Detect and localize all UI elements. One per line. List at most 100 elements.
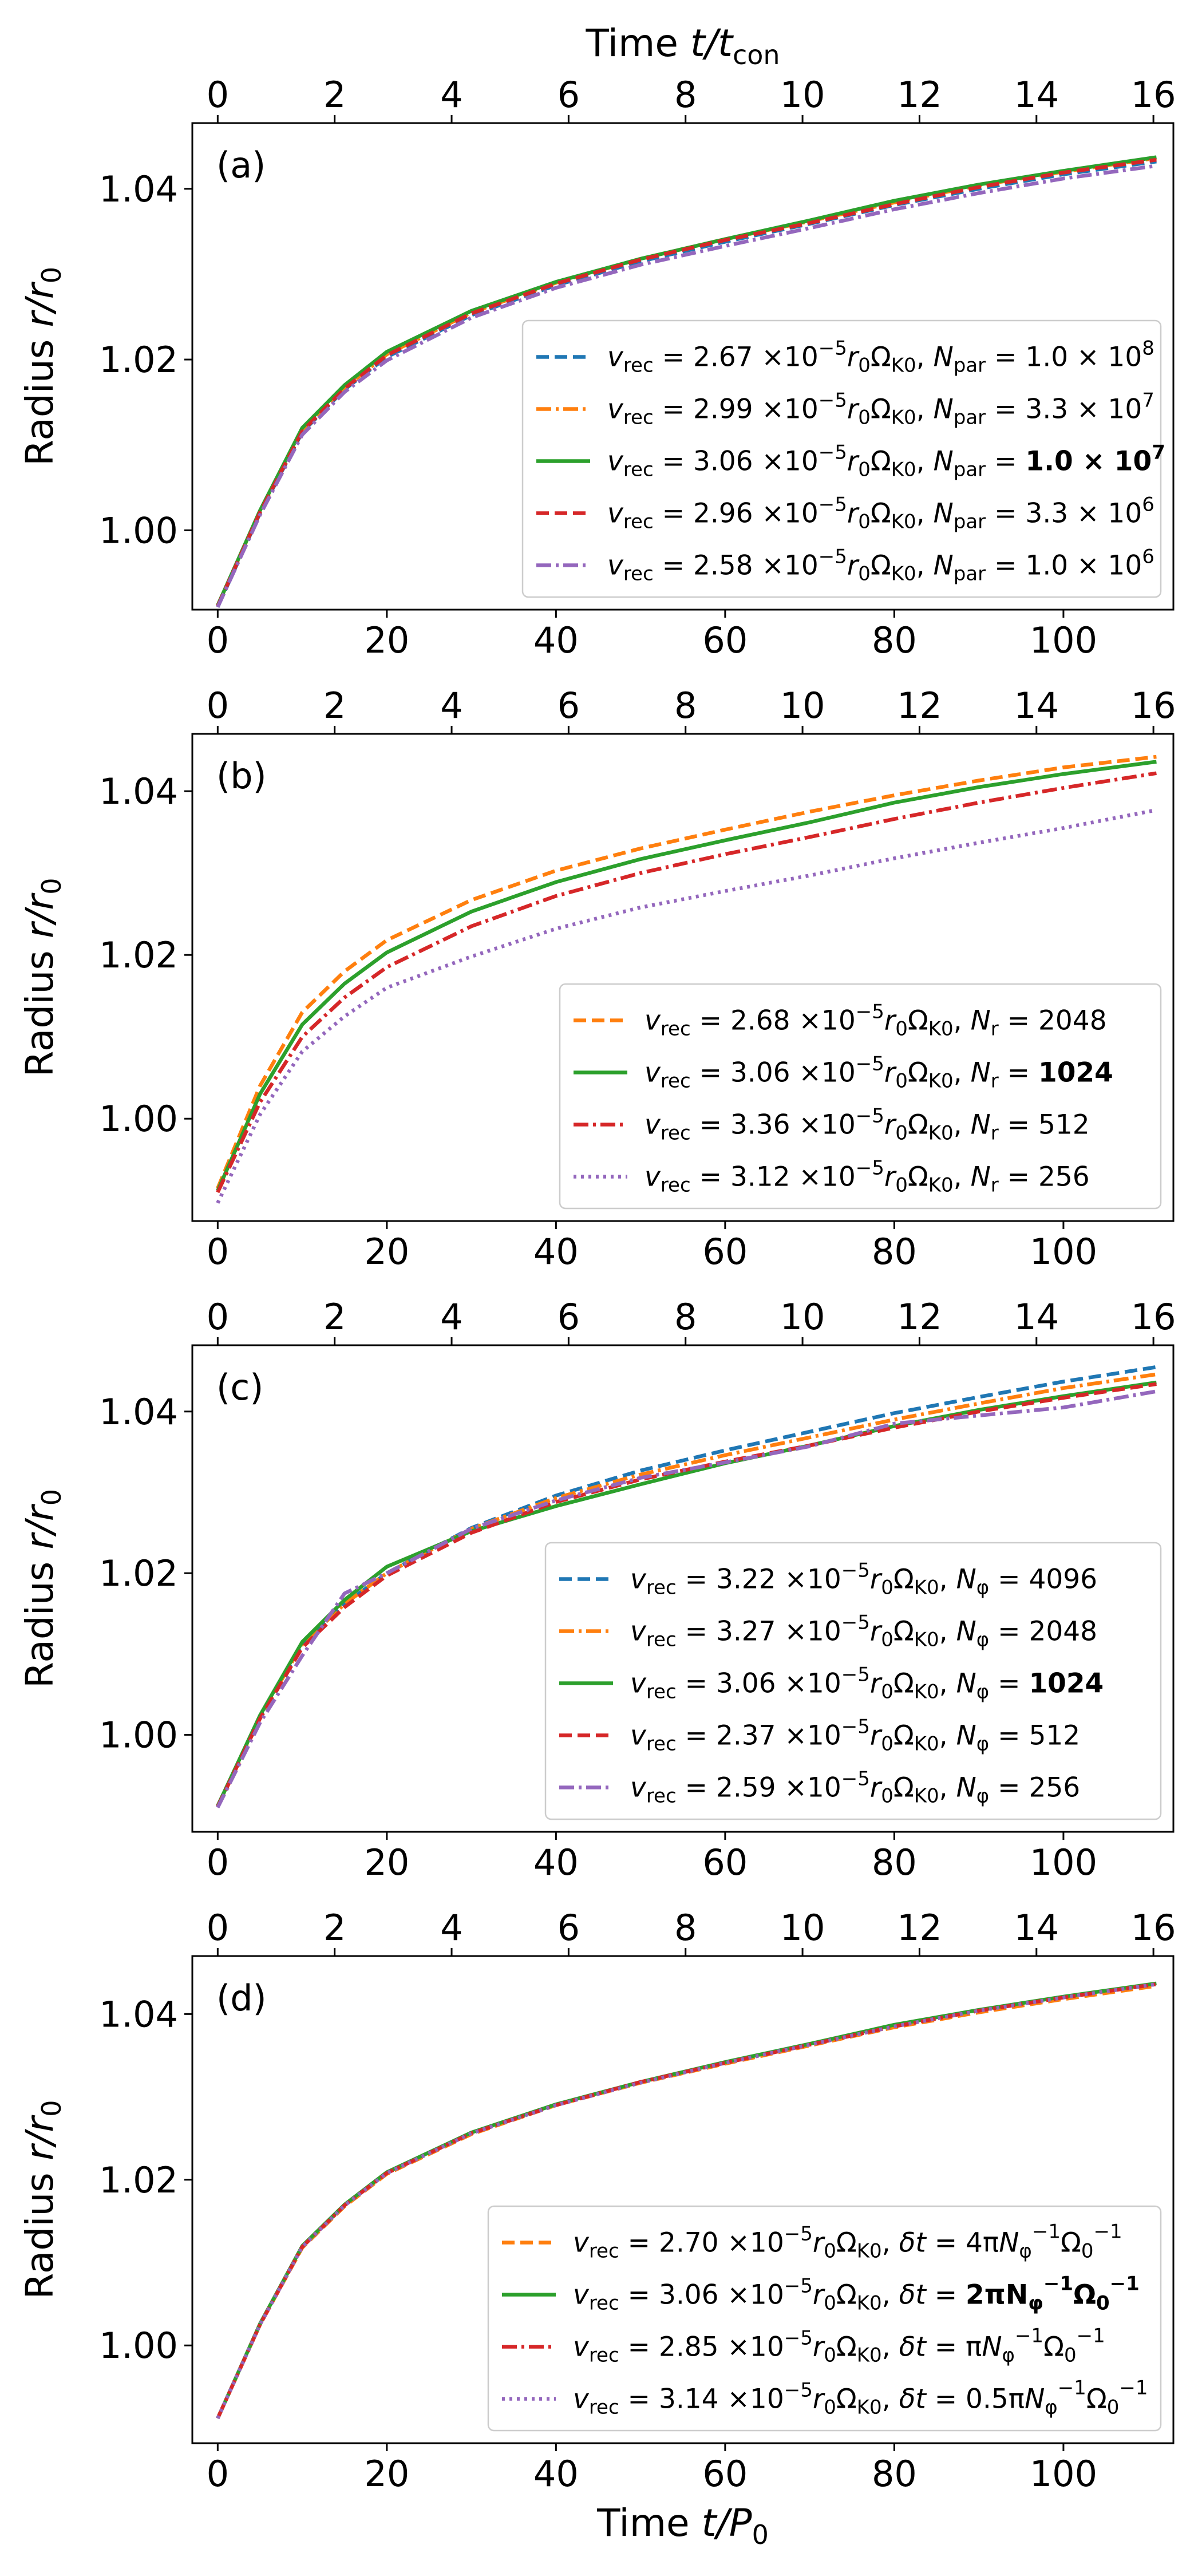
y-axis-label: Radius r/r0 xyxy=(18,267,67,466)
legend-entry: vrec = 3.06 ×10−5r0ΩK0, δt = 2πNφ−1Ω0−1 xyxy=(573,2273,1140,2315)
series-line-red-2 xyxy=(216,771,1157,1194)
legend: vrec = 2.70 ×10−5r0ΩK0, δt = 4πNφ−1Ω0−1 v… xyxy=(487,2205,1162,2432)
legend-entry: vrec = 2.67 ×10−5r0ΩK0, Npar = 1.0 × 108 xyxy=(607,337,1154,377)
x-top-tick-label: 10 xyxy=(780,1296,825,1338)
y-axis-label: Radius r/r0 xyxy=(18,878,67,1077)
legend-entry: vrec = 3.06 ×10−5r0ΩK0, Npar = 1.0 × 107 xyxy=(607,441,1165,481)
panel-a: 0 20 40 60 80 100 0 2 4 6 8 10 12 14 16 1.00 1.02 1.04 Rad… xyxy=(18,74,1176,661)
x-tick-label: 20 xyxy=(364,1842,409,1883)
x-tick-label: 60 xyxy=(702,619,748,661)
x-top-tick-label: 16 xyxy=(1131,1296,1176,1338)
legend-entry: vrec = 2.96 ×10−5r0ΩK0, Npar = 3.3 × 106 xyxy=(607,493,1154,534)
x-top-tick-label: 6 xyxy=(557,685,580,726)
x-top-tick-label: 12 xyxy=(897,74,942,116)
x-tick-label: 0 xyxy=(207,2453,229,2495)
legend-entry: vrec = 3.22 ×10−5r0ΩK0, Nφ = 4096 xyxy=(630,1559,1097,1599)
x-tick-label: 20 xyxy=(364,1231,409,1273)
x-tick-label: 60 xyxy=(702,2453,748,2495)
x-tick-label: 60 xyxy=(702,1842,748,1883)
legend-frame xyxy=(559,983,1162,1210)
x-top-tick-label: 6 xyxy=(557,1907,580,1949)
y-tick-label: 1.04 xyxy=(99,1993,178,2035)
series-line-orange-0 xyxy=(216,1984,1157,2419)
axes-frame xyxy=(191,1344,1175,1833)
legend-entry: vrec = 2.68 ×10−5r0ΩK0, Nr = 2048 xyxy=(645,1001,1107,1041)
y-tick-label: 1.02 xyxy=(99,339,178,381)
plot-area xyxy=(216,754,1157,1204)
bottom-axis-title: Time t/P0 xyxy=(596,2501,769,2550)
series-line-purple-3 xyxy=(216,1982,1157,2419)
x-top-tick-label: 8 xyxy=(674,74,697,116)
x-top-tick-label: 0 xyxy=(207,1296,229,1338)
x-top-tick-label: 0 xyxy=(207,74,229,116)
x-top-tick-label: 16 xyxy=(1131,1907,1176,1949)
y-tick-label: 1.02 xyxy=(99,934,178,976)
plot-area xyxy=(216,1981,1157,2419)
x-tick-label: 40 xyxy=(533,2453,579,2495)
panel-label: (d) xyxy=(216,1977,267,2019)
axes-frame xyxy=(191,122,1175,611)
x-top-tick-label: 10 xyxy=(780,74,825,116)
x-tick-label: 0 xyxy=(207,1842,229,1883)
x-top-tick-label: 14 xyxy=(1014,1296,1059,1338)
x-top-tick-label: 10 xyxy=(780,685,825,726)
x-top-tick-label: 0 xyxy=(207,1907,229,1949)
panel-d: 0 20 40 60 80 100 0 2 4 6 8 10 12 14 16 1.00 1.02 1.04 Rad… xyxy=(18,1907,1176,2495)
x-top-tick-label: 6 xyxy=(557,1296,580,1338)
x-top-tick-label: 14 xyxy=(1014,74,1059,116)
y-tick-label: 1.00 xyxy=(99,509,178,551)
x-top-tick-label: 6 xyxy=(557,74,580,116)
x-tick-label: 100 xyxy=(1030,1842,1097,1883)
legend: vrec = 3.22 ×10−5r0ΩK0, Nφ = 4096 vrec = … xyxy=(544,1542,1162,1820)
axes-frame xyxy=(191,1955,1175,2444)
legend-entry: vrec = 2.58 ×10−5r0ΩK0, Npar = 1.0 × 106 xyxy=(607,546,1154,586)
x-top-tick-label: 0 xyxy=(207,685,229,726)
x-top-tick-label: 12 xyxy=(897,1907,942,1949)
x-top-tick-label: 14 xyxy=(1014,1907,1059,1949)
x-tick-label: 100 xyxy=(1030,1231,1097,1273)
x-tick-label: 20 xyxy=(364,619,409,661)
x-top-tick-label: 8 xyxy=(674,1907,697,1949)
y-axis-label: Radius r/r0 xyxy=(18,1489,67,1688)
panel-label: (b) xyxy=(216,755,267,797)
x-tick-label: 0 xyxy=(207,1231,229,1273)
series-line-green-1 xyxy=(216,760,1157,1192)
x-tick-label: 80 xyxy=(872,619,917,661)
legend-entry: vrec = 3.12 ×10−5r0ΩK0, Nr = 256 xyxy=(645,1157,1090,1197)
y-tick-label: 1.00 xyxy=(99,2325,178,2366)
x-tick-label: 100 xyxy=(1030,2453,1097,2495)
x-tick-label: 20 xyxy=(364,2453,409,2495)
series-line-orange-1 xyxy=(216,1372,1157,1807)
y-tick-label: 1.04 xyxy=(99,1391,178,1433)
x-tick-label: 80 xyxy=(872,1842,917,1883)
legend-entry: vrec = 2.59 ×10−5r0ΩK0, Nφ = 256 xyxy=(630,1768,1080,1808)
series-line-orange-0 xyxy=(216,754,1157,1190)
x-top-tick-label: 2 xyxy=(323,1296,346,1338)
x-top-tick-label: 4 xyxy=(440,74,462,116)
legend-frame xyxy=(544,1542,1162,1820)
x-tick-label: 100 xyxy=(1030,619,1097,661)
legend-entry: vrec = 2.37 ×10−5r0ΩK0, Nφ = 512 xyxy=(630,1716,1080,1756)
x-tick-label: 60 xyxy=(702,1231,748,1273)
x-top-tick-label: 12 xyxy=(897,1296,942,1338)
legend-entry: vrec = 3.14 ×10−5r0ΩK0, δt = 0.5πNφ−1Ω0−… xyxy=(573,2377,1148,2419)
x-tick-label: 40 xyxy=(533,1231,579,1273)
legend-entry: vrec = 2.85 ×10−5r0ΩK0, δt = πNφ−1Ω0−1 xyxy=(573,2325,1105,2367)
x-top-tick-label: 8 xyxy=(674,685,697,726)
x-top-tick-label: 14 xyxy=(1014,685,1059,726)
y-tick-label: 1.04 xyxy=(99,771,178,812)
y-axis-label: Radius r/r0 xyxy=(18,2100,67,2299)
x-tick-label: 0 xyxy=(207,619,229,661)
x-top-tick-label: 4 xyxy=(440,685,462,726)
x-top-tick-label: 4 xyxy=(440,1296,462,1338)
y-tick-label: 1.02 xyxy=(99,2159,178,2201)
legend-entry: vrec = 3.06 ×10−5r0ΩK0, Nφ = 1024 xyxy=(630,1664,1104,1704)
x-top-tick-label: 2 xyxy=(323,1907,346,1949)
legend-frame xyxy=(487,2205,1162,2432)
x-top-tick-label: 2 xyxy=(323,74,346,116)
x-tick-label: 40 xyxy=(533,1842,579,1883)
y-tick-label: 1.04 xyxy=(99,168,178,210)
x-top-tick-label: 4 xyxy=(440,1907,462,1949)
top-axis-title: Time t/tcon xyxy=(585,21,780,70)
x-top-tick-label: 16 xyxy=(1131,74,1176,116)
